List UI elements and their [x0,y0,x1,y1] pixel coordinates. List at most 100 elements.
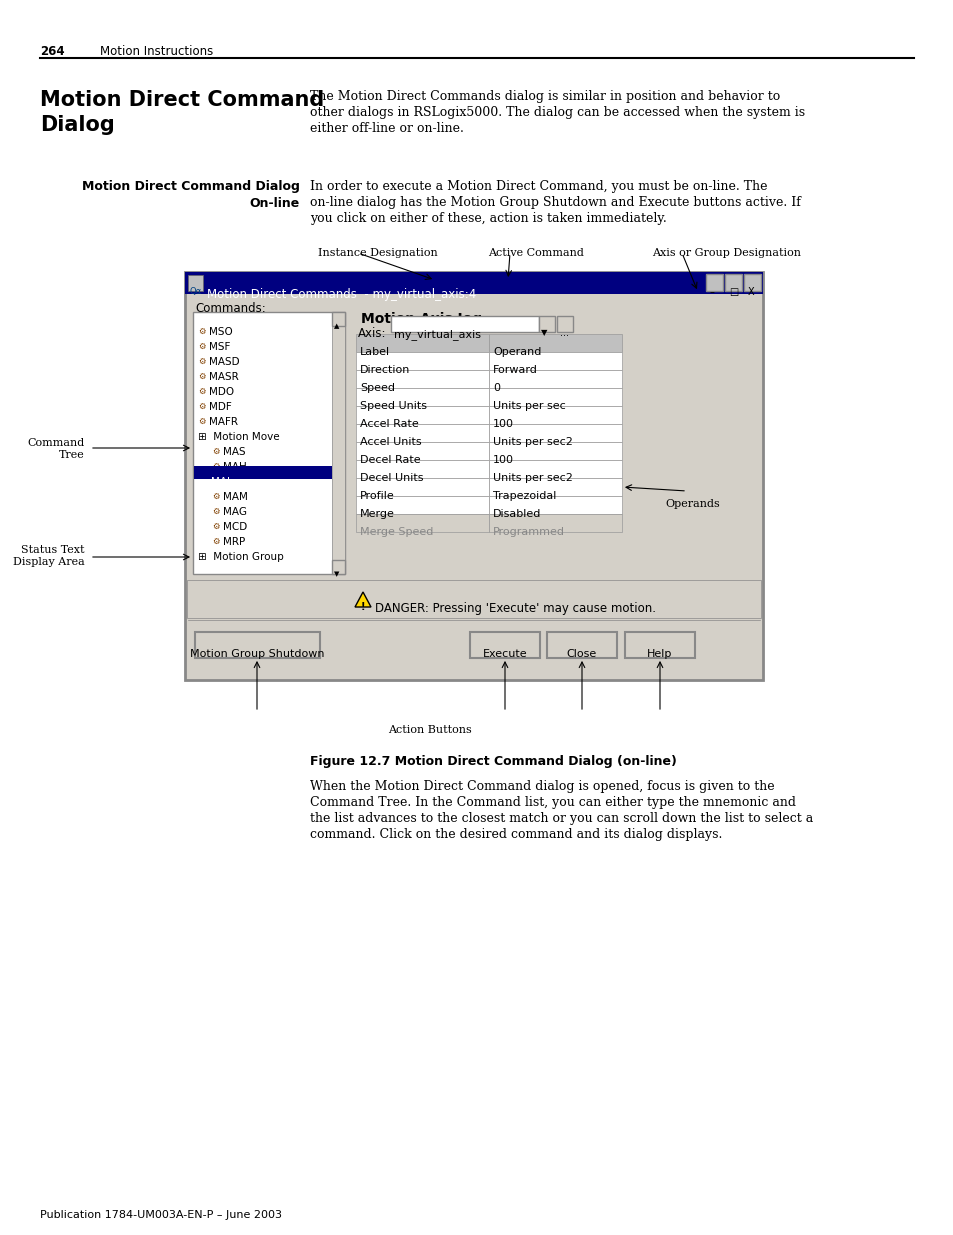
Text: my_virtual_axis: my_virtual_axis [394,329,480,340]
Text: Tree: Tree [59,450,85,459]
Bar [355,496,489,514]
Text: ⚙: ⚙ [212,492,219,501]
Bar [489,370,621,388]
Text: ⚙: ⚙ [198,342,205,351]
Text: MSF: MSF [209,342,230,352]
Text: MAJ: MAJ [211,477,230,487]
Text: ⊞  Motion Group: ⊞ Motion Group [198,552,283,562]
Text: ⚙: ⚙ [198,357,205,366]
Text: ⚙: ⚙ [212,537,219,546]
Bar [489,424,621,442]
Text: command. Click on the desired command and its dialog displays.: command. Click on the desired command an… [310,827,721,841]
Text: ▲: ▲ [334,324,339,329]
Bar [489,333,621,352]
Text: MCD: MCD [223,522,247,532]
Polygon shape [355,592,371,606]
Text: 0: 0 [493,383,499,393]
Bar [489,478,621,496]
Text: on-line dialog has the Motion Group Shutdown and Execute buttons active. If: on-line dialog has the Motion Group Shut… [310,196,800,209]
Text: Motion Instructions: Motion Instructions [100,44,213,58]
Bar [391,316,538,332]
Text: Axis or Group Designation: Axis or Group Designation [651,248,801,258]
Bar [355,388,489,406]
Text: Decel Rate: Decel Rate [359,454,420,466]
Bar [188,275,203,291]
Text: Motion Axis Jog: Motion Axis Jog [360,312,481,326]
Text: ▼: ▼ [334,571,339,577]
Text: Merge Speed: Merge Speed [359,527,433,537]
Text: Publication 1784-UM003A-EN-P – June 2003: Publication 1784-UM003A-EN-P – June 2003 [40,1210,282,1220]
Text: When the Motion Direct Command dialog is opened, focus is given to the: When the Motion Direct Command dialog is… [310,781,774,793]
Bar [193,466,332,479]
Text: ⚙: ⚙ [212,462,219,471]
Bar [705,274,722,291]
Text: Forward: Forward [493,366,537,375]
Bar [724,274,741,291]
Text: Merge: Merge [359,509,395,519]
Text: Commands:: Commands: [194,303,266,315]
Text: Disabled: Disabled [493,509,540,519]
Text: Status Text: Status Text [22,545,85,555]
Bar [470,632,539,658]
Text: X: X [747,287,754,296]
Text: Units per sec: Units per sec [493,401,565,411]
Text: ⚙: ⚙ [212,508,219,516]
Text: you click on either of these, action is taken immediately.: you click on either of these, action is … [310,212,666,225]
Bar [355,478,489,496]
Text: !: ! [360,601,365,613]
Text: Axis:: Axis: [357,327,386,340]
Text: ⚙: ⚙ [212,447,219,456]
Text: Action Buttons: Action Buttons [388,725,472,735]
Bar [355,352,489,370]
Bar [489,352,621,370]
Text: MRP: MRP [223,537,245,547]
Text: other dialogs in RSLogix5000. The dialog can be accessed when the system is: other dialogs in RSLogix5000. The dialog… [310,106,804,119]
Text: Units per sec2: Units per sec2 [493,437,572,447]
Text: Motion Direct Command Dialog: Motion Direct Command Dialog [82,180,299,193]
Bar [355,514,489,532]
Text: Help: Help [647,650,672,659]
Text: MAM: MAM [223,492,248,501]
Bar [489,514,621,532]
Text: MAS: MAS [223,447,245,457]
Text: Command Tree. In the Command list, you can either type the mnemonic and: Command Tree. In the Command list, you c… [310,797,795,809]
Text: Display Area: Display Area [13,557,85,567]
Text: On-line: On-line [250,198,299,210]
Text: 100: 100 [493,454,514,466]
Text: Dialog: Dialog [40,115,114,135]
Text: Command: Command [28,438,85,448]
Bar [489,388,621,406]
Text: MAFR: MAFR [209,417,237,427]
Text: Operand: Operand [493,347,540,357]
Text: Accel Rate: Accel Rate [359,419,418,429]
Text: the list advances to the closest match or you can scroll down the list to select: the list advances to the closest match o… [310,811,812,825]
Bar [187,580,760,618]
Text: ⚙: ⚙ [198,403,205,411]
Text: Trapezoidal: Trapezoidal [493,492,556,501]
Bar [489,406,621,424]
Text: Units per sec2: Units per sec2 [493,473,572,483]
Text: Active Command: Active Command [488,248,583,258]
Text: ⚙: ⚙ [198,327,205,336]
Text: MAH: MAH [223,462,247,472]
Text: □: □ [728,287,738,296]
Text: Qα: Qα [190,287,202,296]
Text: MAG: MAG [223,508,247,517]
Bar [332,312,345,574]
Text: Speed: Speed [359,383,395,393]
Bar [489,496,621,514]
Bar [355,459,489,478]
Text: 100: 100 [493,419,514,429]
Bar [355,406,489,424]
Bar [193,312,345,574]
Text: Motion Direct Command: Motion Direct Command [40,90,324,110]
Bar [538,316,555,332]
Text: ⚙: ⚙ [198,372,205,382]
Text: Speed Units: Speed Units [359,401,427,411]
Text: In order to execute a Motion Direct Command, you must be on-line. The: In order to execute a Motion Direct Comm… [310,180,767,193]
Text: Accel Units: Accel Units [359,437,421,447]
Text: ▼: ▼ [540,329,547,337]
Bar [557,316,573,332]
Text: Motion Group Shutdown: Motion Group Shutdown [190,650,324,659]
Text: ⊞  Motion Move: ⊞ Motion Move [198,432,279,442]
